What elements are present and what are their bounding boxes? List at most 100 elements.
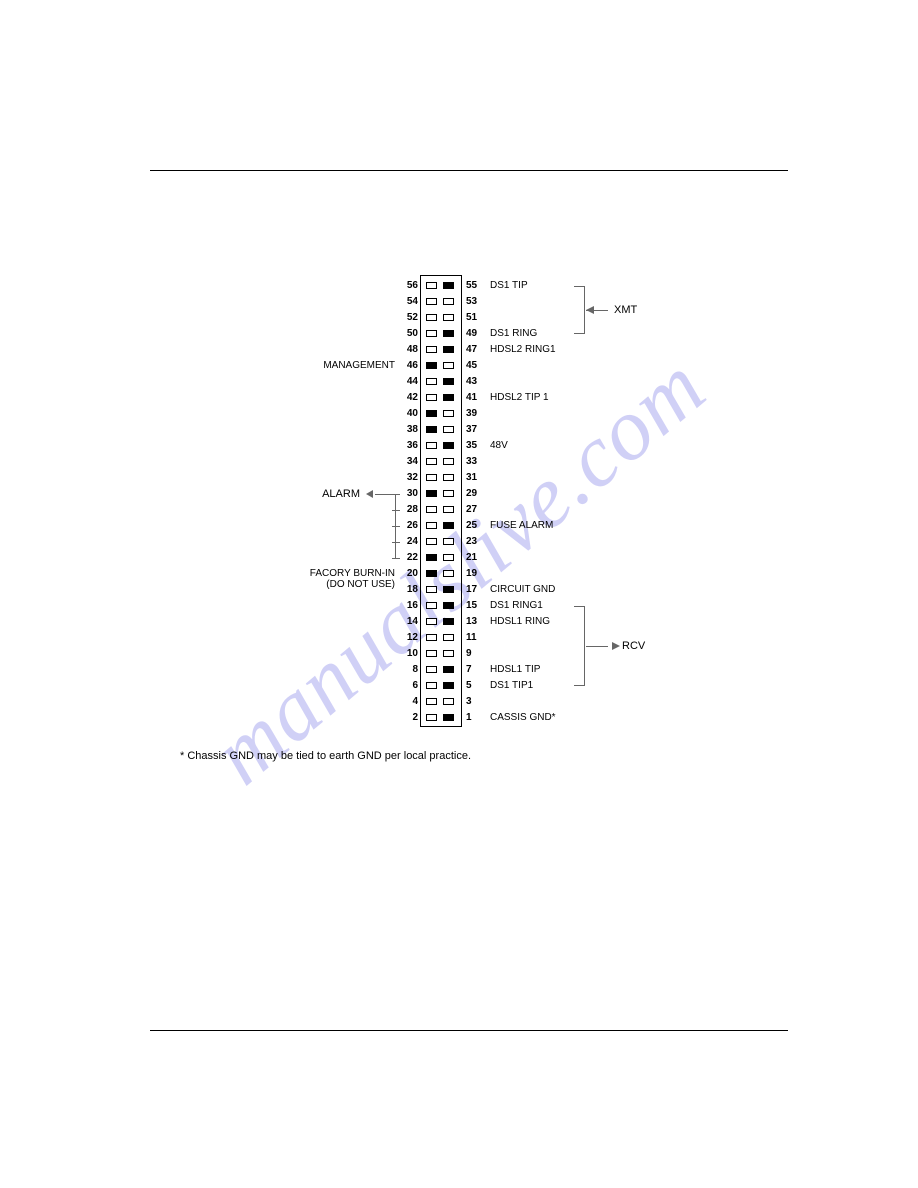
pin-signal-label: HDSL1 TIP (490, 662, 620, 678)
pin-box-right (443, 538, 454, 545)
xmt-arrow-icon (586, 306, 594, 314)
pin-signal-label: HDSL2 RING1 (490, 342, 620, 358)
rcv-arrow-line (586, 646, 608, 647)
pin-number-odd: 55 (466, 278, 486, 294)
pin-box-right (443, 394, 454, 401)
pin-box-right (443, 346, 454, 353)
pin-box-right (443, 442, 454, 449)
pin-box-right (443, 282, 454, 289)
pin-number-even: 14 (398, 614, 418, 630)
pin-number-odd: 37 (466, 422, 486, 438)
pin-box-left (426, 442, 437, 449)
rcv-label: RCV (622, 640, 645, 652)
pin-number-even: 32 (398, 470, 418, 486)
pin-box-left (426, 282, 437, 289)
pin-signal-label: DS1 TIP1 (490, 678, 620, 694)
pin-box-left (426, 474, 437, 481)
pin-box-right (443, 714, 454, 721)
pin-box-right (443, 618, 454, 625)
pin-box-left (426, 394, 437, 401)
rcv-arrow-icon (612, 642, 620, 650)
pin-box-right (443, 554, 454, 561)
pin-number-odd: 9 (466, 646, 486, 662)
rule-bottom (150, 1030, 788, 1031)
pin-number-odd: 33 (466, 454, 486, 470)
pin-number-even: 18 (398, 582, 418, 598)
pin-number-odd: 15 (466, 598, 486, 614)
xmt-label: XMT (614, 304, 637, 316)
pin-number-odd: 17 (466, 582, 486, 598)
pin-number-odd: 39 (466, 406, 486, 422)
pin-number-even: 20 (398, 566, 418, 582)
pin-box-left (426, 698, 437, 705)
alarm-arrow-line (375, 494, 393, 495)
pin-box-left (426, 714, 437, 721)
pin-box-left (426, 490, 437, 497)
pin-number-even: 56 (398, 278, 418, 294)
pin-number-even: 30 (398, 486, 418, 502)
pin-box-left (426, 410, 437, 417)
pin-box-left (426, 538, 437, 545)
alarm-arrow-icon (366, 490, 373, 498)
footnote: * Chassis GND may be tied to earth GND p… (180, 750, 471, 762)
pin-number-odd: 43 (466, 374, 486, 390)
pin-number-even: 6 (398, 678, 418, 694)
pin-box-right (443, 570, 454, 577)
pin-number-odd: 51 (466, 310, 486, 326)
pin-number-odd: 11 (466, 630, 486, 646)
pin-box-right (443, 410, 454, 417)
pin-number-odd: 27 (466, 502, 486, 518)
pin-number-odd: 13 (466, 614, 486, 630)
pin-number-odd: 53 (466, 294, 486, 310)
pin-number-even: 10 (398, 646, 418, 662)
pin-signal-label: HDSL2 TIP 1 (490, 390, 620, 406)
pin-number-odd: 23 (466, 534, 486, 550)
pin-box-left (426, 554, 437, 561)
pin-number-odd: 3 (466, 694, 486, 710)
burnin-label-line2: (DO NOT USE) (250, 577, 395, 593)
pin-box-right (443, 698, 454, 705)
management-label: MANAGEMENT (250, 358, 395, 374)
pin-box-left (426, 362, 437, 369)
pin-number-odd: 47 (466, 342, 486, 358)
pin-box-right (443, 522, 454, 529)
pin-signal-label: CIRCUIT GND (490, 582, 620, 598)
pin-number-even: 28 (398, 502, 418, 518)
alarm-label: ALARM (290, 488, 360, 500)
pin-number-even: 48 (398, 342, 418, 358)
pin-box-left (426, 426, 437, 433)
pin-signal-label: CASSIS GND* (490, 710, 620, 726)
pin-number-even: 12 (398, 630, 418, 646)
pin-number-odd: 49 (466, 326, 486, 342)
pin-box-right (443, 666, 454, 673)
pin-box-left (426, 506, 437, 513)
pin-box-right (443, 650, 454, 657)
pin-number-odd: 41 (466, 390, 486, 406)
pin-box-right (443, 586, 454, 593)
pin-number-odd: 19 (466, 566, 486, 582)
pin-number-even: 16 (398, 598, 418, 614)
pin-box-right (443, 458, 454, 465)
pin-number-even: 2 (398, 710, 418, 726)
pin-box-left (426, 666, 437, 673)
pin-number-odd: 5 (466, 678, 486, 694)
pin-box-right (443, 298, 454, 305)
pin-box-right (443, 602, 454, 609)
pin-number-even: 38 (398, 422, 418, 438)
pin-number-odd: 31 (466, 470, 486, 486)
pin-number-even: 8 (398, 662, 418, 678)
pin-number-even: 4 (398, 694, 418, 710)
pin-signal-label: DS1 RING1 (490, 598, 620, 614)
pin-box-left (426, 346, 437, 353)
pin-number-even: 42 (398, 390, 418, 406)
pin-number-even: 50 (398, 326, 418, 342)
pin-signal-label: FUSE ALARM (490, 518, 620, 534)
pin-number-odd: 35 (466, 438, 486, 454)
pin-number-odd: 45 (466, 358, 486, 374)
pin-box-left (426, 330, 437, 337)
pin-signal-label: HDSL1 RING (490, 614, 620, 630)
pin-box-left (426, 586, 437, 593)
pin-box-left (426, 298, 437, 305)
pin-number-even: 22 (398, 550, 418, 566)
pin-number-odd: 29 (466, 486, 486, 502)
